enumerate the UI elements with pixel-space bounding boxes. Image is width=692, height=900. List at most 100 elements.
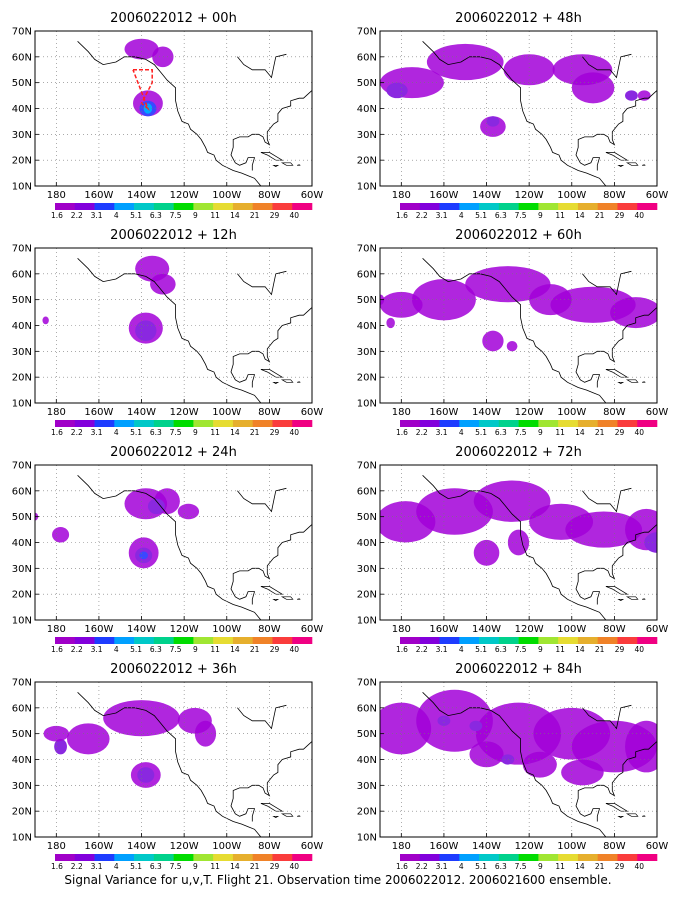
colorbar-label: 9	[193, 428, 198, 437]
lon-tick-label: 80W	[603, 407, 626, 418]
lat-tick-label: 70N	[12, 244, 32, 255]
lon-tick-label: 140W	[127, 190, 156, 201]
panel-title: 2006022012 + 60h	[455, 228, 582, 243]
lon-tick-label: 80W	[258, 841, 281, 852]
colorbar-label: 5.1	[130, 211, 142, 220]
lat-tick-label: 60N	[12, 269, 32, 280]
lon-tick-label: 60W	[301, 190, 324, 201]
colorbar-label: 29	[270, 211, 280, 220]
colorbar-swatch	[419, 420, 440, 427]
colorbar-swatch	[498, 854, 519, 861]
colorbar-swatch	[134, 637, 155, 644]
lon-tick-label: 180	[392, 407, 411, 418]
variance-contour	[469, 720, 483, 732]
variance-contour	[386, 82, 408, 99]
lat-tick-label: 30N	[357, 130, 377, 141]
coastline	[237, 53, 287, 79]
colorbar-label: 4	[459, 645, 464, 654]
lat-tick-label: 20N	[357, 590, 377, 601]
lon-tick-label: 140W	[127, 624, 156, 635]
colorbar-swatch	[498, 637, 519, 644]
variance-contour	[66, 723, 110, 755]
colorbar-label: 7.5	[170, 428, 182, 437]
map-panel: 2006022012 + 36h 70N 60N 50N 40N 30N 20N 10N 180…	[12, 662, 324, 871]
colorbar-label: 7.5	[515, 645, 527, 654]
lon-tick-label: 60W	[301, 841, 324, 852]
colorbar-label: 21	[250, 645, 260, 654]
colorbar-swatch	[518, 203, 539, 210]
variance-contour	[644, 532, 657, 553]
colorbar-label: 1.6	[51, 428, 63, 437]
lat-tick-label: 20N	[357, 373, 377, 384]
colorbar-label: 11	[210, 211, 220, 220]
variance-contour	[152, 46, 174, 68]
lat-tick-label: 10N	[357, 833, 377, 844]
lat-tick-label: 50N	[357, 295, 377, 306]
island-outline	[260, 152, 284, 161]
lon-tick-label: 80W	[603, 841, 626, 852]
variance-contour	[565, 511, 643, 548]
colorbar-label: 2.2	[416, 428, 428, 437]
lon-tick-label: 120W	[170, 190, 199, 201]
colorbar-label: 9	[538, 862, 543, 871]
lat-tick-label: 30N	[357, 781, 377, 792]
colorbar-swatch	[74, 854, 95, 861]
island-outline	[617, 381, 625, 385]
colorbar-swatch	[55, 854, 76, 861]
colorbar-label: 9	[193, 211, 198, 220]
variance-contour	[52, 527, 70, 543]
colorbar-swatch	[459, 637, 480, 644]
variance-contour	[42, 316, 49, 325]
colorbar-swatch	[272, 637, 293, 644]
colorbar-label: 14	[230, 428, 240, 437]
colorbar-swatch	[252, 420, 273, 427]
colorbar-swatch	[153, 637, 174, 644]
colorbar-label: 21	[595, 862, 605, 871]
colorbar-label: 4	[459, 862, 464, 871]
colorbar-label: 4	[459, 211, 464, 220]
colorbar-swatch	[292, 420, 313, 427]
colorbar-label: 29	[615, 645, 625, 654]
colorbar-swatch	[439, 854, 460, 861]
colorbar-label: 2.2	[71, 645, 83, 654]
lat-tick-label: 40N	[357, 538, 377, 549]
colorbar-label: 2.2	[416, 645, 428, 654]
colorbar-label: 7.5	[515, 862, 527, 871]
lon-tick-label: 160W	[84, 407, 113, 418]
variance-contour	[501, 754, 515, 765]
map-panel: 2006022012 + 72h 70N 60N 50N 40N 30N 20N 10N 180…	[357, 445, 669, 654]
lat-tick-label: 30N	[12, 564, 32, 575]
variance-contour	[177, 503, 200, 520]
lat-tick-label: 70N	[357, 244, 377, 255]
colorbar-label: 3.1	[436, 645, 448, 654]
variance-contour	[137, 767, 155, 783]
colorbar-label: 11	[555, 211, 565, 220]
colorbar-swatch	[272, 203, 293, 210]
lon-tick-label: 120W	[170, 841, 199, 852]
colorbar-label: 4	[114, 862, 119, 871]
colorbar-label: 6.3	[495, 211, 507, 220]
colorbar-swatch	[173, 203, 194, 210]
coastline	[575, 307, 657, 388]
island-outline	[617, 164, 625, 168]
lat-tick-label: 50N	[357, 729, 377, 740]
colorbar-swatch	[252, 637, 273, 644]
lat-tick-label: 70N	[12, 461, 32, 472]
variance-contour	[625, 90, 638, 101]
lat-tick-label: 60N	[12, 52, 32, 63]
variance-contour	[625, 720, 657, 773]
colorbar-label: 29	[270, 862, 280, 871]
map-panel: 2006022012 + 60h 70N 60N 50N 40N 30N 20N 10N 180…	[357, 228, 669, 437]
lat-tick-label: 50N	[12, 512, 32, 523]
colorbar-label: 4	[114, 211, 119, 220]
colorbar-label: 14	[575, 862, 585, 871]
island-outline	[625, 162, 639, 166]
colorbar-swatch	[538, 854, 559, 861]
lon-tick-label: 140W	[127, 407, 156, 418]
colorbar-swatch	[94, 203, 115, 210]
colorbar-swatch	[617, 854, 638, 861]
colorbar-label: 9	[538, 428, 543, 437]
colorbar-swatch	[637, 637, 658, 644]
colorbar-swatch	[193, 854, 214, 861]
colorbar-swatch	[213, 203, 234, 210]
